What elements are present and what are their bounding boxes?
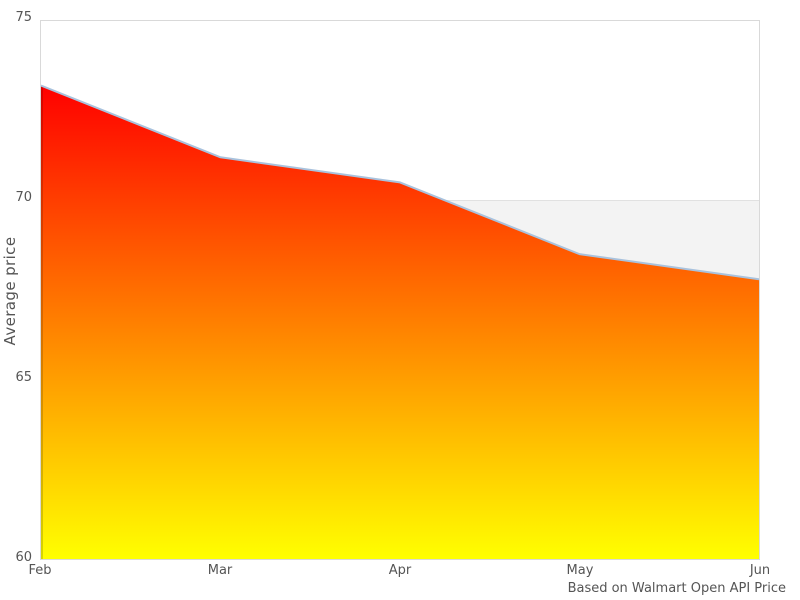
chart-caption: Based on Walmart Open API Price [567, 581, 786, 596]
y-axis-title-text: Average price [1, 236, 19, 346]
plot-area [40, 20, 760, 560]
y-tick-label: 65 [15, 370, 32, 385]
x-tick-label: Apr [388, 563, 412, 578]
x-tick-label: Mar [207, 563, 233, 578]
price-area-series [41, 84, 759, 559]
area-fill [41, 85, 759, 559]
series-line [41, 84, 759, 281]
y-tick-label: 70 [15, 190, 32, 205]
x-tick-label: Jun [749, 563, 771, 578]
x-tick-label: May [566, 563, 594, 578]
x-tick-label: Feb [28, 563, 52, 578]
y-tick-label: 60 [15, 550, 32, 565]
y-tick-label: 75 [15, 10, 32, 25]
